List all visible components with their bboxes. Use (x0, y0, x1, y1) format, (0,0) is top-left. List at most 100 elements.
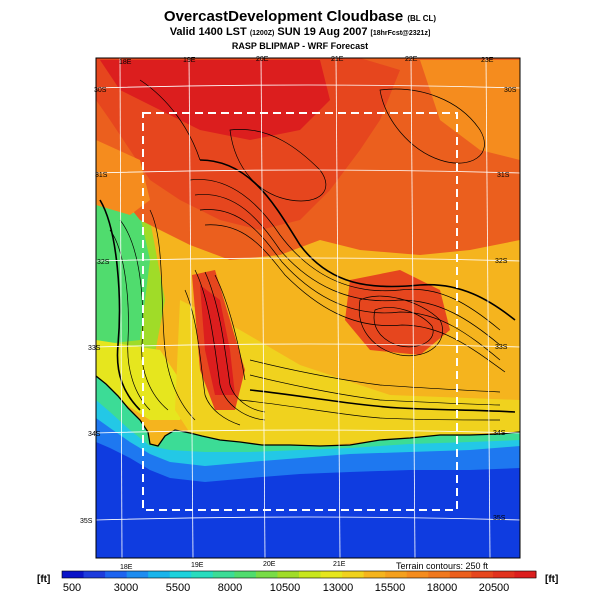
contour-e-inner (373, 307, 434, 348)
lat-lon-grid (96, 58, 520, 558)
colorbar-swatch (148, 571, 171, 578)
top-lon-label-20: 20E (256, 56, 269, 63)
contour-s3 (239, 399, 501, 421)
colorbar-swatch (449, 571, 472, 578)
top-lon-label-21: 21E (331, 56, 344, 63)
map-title: OvercastDevelopment Cloudbase (BL CL) (0, 8, 600, 25)
colorbar-swatch (320, 571, 343, 578)
colorbar-unit-right: [ft] (545, 574, 559, 585)
map-canvas (96, 58, 520, 558)
north-west-orange (96, 140, 150, 215)
title-suffix: (BL CL) (407, 14, 437, 23)
contour-e-loop (358, 295, 443, 357)
colorbar-swatch (277, 571, 300, 578)
colorbar-swatch (492, 571, 515, 578)
colorbar-swatch (105, 571, 128, 578)
grid-lon-22 (410, 58, 416, 558)
thick-contour-w (99, 199, 141, 411)
contour-s2 (249, 374, 501, 406)
colorbar-labels: 500 3000 5500 8000 10500 13000 15500 180… (0, 582, 600, 596)
colorbar-frame (61, 570, 537, 579)
grid-lon-20 (260, 58, 266, 558)
colorbar-swatch (385, 571, 408, 578)
colorbar-label-500: 500 (62, 582, 82, 594)
contour-w2 (119, 219, 169, 411)
top-lon-label-23: 23E (481, 57, 494, 64)
grid-lat-30 (96, 84, 520, 89)
valid-main: Valid 1400 LST (169, 26, 247, 38)
contour-karoo (229, 129, 327, 202)
right-lat-label-35: 35S (493, 515, 506, 522)
colorbar-swatch (406, 571, 429, 578)
valid-date: SUN 19 Aug 2007 (277, 26, 368, 38)
contour-n1 (189, 179, 501, 331)
left-lat-label-34: 34S (88, 431, 101, 438)
contour-w1 (109, 229, 151, 411)
colorbar-swatch (428, 571, 451, 578)
bottom-lon-label-21: 21E (333, 561, 346, 568)
title-text: OvercastDevelopment Cloudbase (163, 8, 404, 25)
contour-n2 (194, 194, 501, 346)
colorbar-swatch (471, 571, 494, 578)
colorbar-label-20500: 20500 (478, 582, 510, 594)
colorbar-swatch (514, 571, 537, 578)
west-coast-lowland (96, 200, 150, 345)
right-lat-label-33: 33S (495, 344, 508, 351)
bottom-lon-label-19: 19E (191, 562, 204, 569)
grid-lat-32 (96, 257, 520, 262)
right-lat-labels: 30S 31S 32S 33S 34S 35S (493, 87, 517, 522)
colorbar-swatch (299, 571, 322, 578)
colorbar-label-13000: 13000 (322, 582, 354, 594)
colorbar-label-5500: 5500 (165, 582, 191, 594)
grid-lon-23 (485, 58, 491, 558)
colorbar-swatch (191, 571, 214, 578)
right-lat-label-34: 34S (493, 430, 506, 437)
valid-z: (1200Z) (249, 30, 275, 37)
map-subtitle: RASP BLIPMAP - WRF Forecast (231, 41, 369, 51)
terrain-contours (109, 79, 506, 426)
colorbar-swatch (255, 571, 278, 578)
left-lat-labels: 30S 31S 32S 33S 34S 35S (80, 87, 110, 525)
grid-lat-31 (96, 169, 520, 174)
colorbar-label-3000: 3000 (113, 582, 139, 594)
coastline (96, 375, 520, 447)
contour-w3 (149, 209, 196, 421)
north-east-orange (420, 60, 520, 160)
colorbar-swatch (126, 571, 149, 578)
grid-lat-35 (96, 516, 520, 521)
bottom-lon-label-20: 20E (263, 561, 276, 568)
colorbar-swatch (62, 571, 85, 578)
colorbar-label-8000: 8000 (217, 582, 243, 594)
grid-lon-21 (335, 58, 341, 558)
top-lon-label-19: 19E (183, 57, 196, 64)
left-lat-label-31: 31S (95, 172, 108, 179)
top-lon-label-22: 22E (405, 56, 418, 63)
contour-m3 (214, 274, 246, 381)
contour-n3 (199, 209, 501, 361)
colorbar-swatch (342, 571, 365, 578)
colorbar (61, 570, 537, 579)
thick-contours (99, 159, 516, 413)
grid-lon-19 (188, 58, 194, 558)
valid-fcst: [18hrFcst@2321z] (370, 30, 431, 37)
left-lat-label-33: 33S (88, 345, 101, 352)
colorbar-swatch (212, 571, 235, 578)
contour-m2 (204, 271, 266, 413)
grid-lon-18 (119, 58, 123, 558)
map-frame (95, 57, 521, 559)
grid-lat-34 (96, 429, 520, 434)
bottom-lon-labels: 18E 19E 20E 21E (120, 561, 346, 571)
thick-contour-n (199, 159, 516, 321)
right-lat-label-32: 32S (495, 258, 508, 265)
karoo-deep-red (100, 60, 330, 140)
colorbar-unit-left: [ft] (37, 574, 51, 585)
colorbar-swatch (83, 571, 106, 578)
contour-s1 (249, 359, 501, 393)
grid-lat-33 (96, 343, 520, 348)
contour-n4 (204, 224, 506, 373)
contour-ne (379, 88, 485, 164)
top-lon-label-18: 18E (119, 59, 132, 66)
colorbar-label-15500: 15500 (374, 582, 406, 594)
colorbar-swatch (363, 571, 386, 578)
